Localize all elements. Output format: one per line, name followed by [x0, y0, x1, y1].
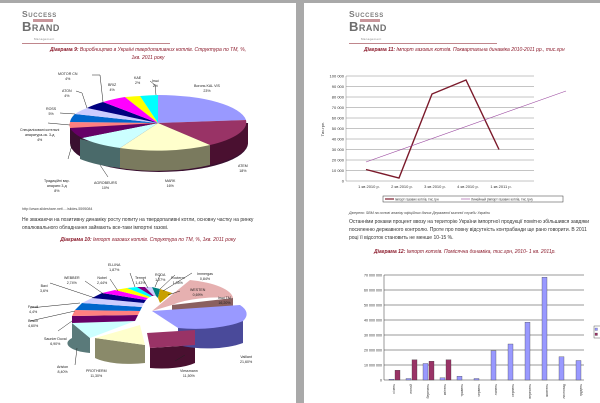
- logo-bar: [33, 19, 53, 22]
- pie2-label-ellina: ELLINA 1,87%: [108, 263, 121, 272]
- svg-text:10 000: 10 000: [332, 168, 345, 173]
- svg-text:50 000: 50 000: [332, 126, 345, 131]
- diagram-9-caption-line2: 1кв. 2011 року: [131, 55, 165, 61]
- svg-text:0: 0: [342, 179, 345, 184]
- svg-text:20 000: 20 000: [332, 158, 345, 163]
- success-brand-logo-right: Success Brand Management: [349, 9, 399, 41]
- pie1-label-agro: AGROBEURS 10%: [94, 181, 117, 190]
- logo-line2: Brand: [22, 19, 60, 34]
- paragraph-import-growth: Останніми роками процент ввозу на терито…: [349, 219, 590, 241]
- svg-text:10 000 000: 10 000 000: [364, 364, 382, 368]
- pie1-label-motor: MOTOR CN 4%: [58, 72, 78, 81]
- pie2-label-roda: RODA 1,27%: [155, 273, 166, 282]
- pie1-label-aton: ATON 4%: [62, 89, 72, 98]
- svg-text:30 000 000: 30 000 000: [364, 334, 382, 338]
- svg-text:червень: червень: [477, 384, 481, 397]
- logo-line1: Success: [349, 9, 384, 19]
- logo-line1: Success: [22, 9, 57, 19]
- pie1-label-other: Інші 2%: [152, 79, 159, 88]
- pie2-label-immergas: Immergas 0,84%: [197, 272, 213, 281]
- pie1-label-kae: KAE 2%: [134, 76, 142, 85]
- svg-text:травень: травень: [460, 384, 464, 397]
- source-url[interactable]: http://www.slideshare.net/..../slides-55…: [22, 207, 93, 211]
- pie2-label-saunier: Saunier Duval 6,90%: [44, 337, 67, 346]
- svg-text:3 кв 2010 р.: 3 кв 2010 р.: [424, 184, 446, 189]
- pie1-label-vogon: Вогонь KAL VIS 23%: [194, 84, 220, 93]
- pie2-label-baxi: Baxi 3,6%: [40, 284, 49, 293]
- pie2-label-rocterm: Rocterm 1,05%: [171, 276, 185, 285]
- bar-chart-monthly-import: 70 000 000 60 000 000 50 000 000 40 000 …: [364, 274, 600, 399]
- svg-text:50 000 000: 50 000 000: [364, 304, 382, 308]
- svg-text:жовтень: жовтень: [545, 384, 549, 397]
- svg-text:80 000: 80 000: [332, 95, 345, 100]
- svg-text:Імпорт газових котлів, тис.грн: Імпорт газових котлів, тис.грн: [395, 198, 439, 202]
- svg-text:70 000 000: 70 000 000: [364, 274, 382, 278]
- source-note: Джерело: SBM на основі аналізу офіційних…: [349, 211, 491, 215]
- pie2-label-ferroli: Ferroli 4,4%: [28, 305, 39, 314]
- line-chart-quarterly-import: 100 000 90 000 80 000 70 000 60 000 50 0…: [320, 74, 567, 203]
- diagram-11-caption: Діаграма 11: Імпорт газових котлів. Покв…: [364, 47, 565, 53]
- pie1-label-trad: Традиційні вар. апарати 3-д 8%: [44, 179, 70, 193]
- pie-chart-import-brands: [29, 272, 247, 369]
- diagram-12-caption: Діаграма 12: Імпорт котлів. Помісячна ди…: [374, 249, 556, 255]
- pie2-label-vaillant: Vaillant 21,60%: [240, 355, 253, 364]
- logo-line2: Brand: [349, 19, 387, 34]
- paragraph-import-share: Не зважаючи на позитивну динаміку росту …: [22, 217, 254, 231]
- pie2-label-westen: WESTEN 0,69%: [190, 288, 206, 297]
- header-divider: [349, 43, 497, 44]
- svg-text:60 000 000: 60 000 000: [364, 289, 382, 293]
- svg-text:90 000: 90 000: [332, 84, 345, 89]
- svg-text:листопад: листопад: [562, 384, 566, 399]
- svg-text:Тис.грн.: Тис.грн.: [320, 122, 325, 137]
- svg-text:1 кв 2010 р.: 1 кв 2010 р.: [358, 184, 380, 189]
- svg-text:30 000: 30 000: [332, 147, 345, 152]
- logo-line3: Management: [361, 37, 382, 41]
- svg-text:0: 0: [380, 379, 382, 383]
- svg-text:1 кв 2011 р.: 1 кв 2011 р.: [490, 184, 511, 189]
- svg-text:70 000: 70 000: [332, 105, 345, 110]
- svg-text:березень: березень: [426, 384, 430, 399]
- pie2-label-bosch: Bosch 4,60%: [28, 319, 39, 328]
- diagram-10-caption: Діаграма 10: Імпорт газових котлів. Стру…: [60, 237, 236, 243]
- svg-text:60 000: 60 000: [332, 116, 345, 121]
- logo-bar: [360, 19, 380, 22]
- svg-text:100 000: 100 000: [330, 74, 345, 79]
- pie2-label-viessmann: Viessmann 11,50%: [180, 369, 198, 378]
- svg-text:квітень: квітень: [443, 384, 447, 395]
- pie1-label-spec: Спеціалізовані котельні апаратура-ок. 3-д…: [20, 128, 60, 142]
- pie2-label-nobel: Nobel 2,44%: [97, 276, 108, 285]
- pie1-label-briz: BRIZ 4%: [108, 83, 117, 92]
- logo-line3: Management: [34, 37, 55, 41]
- pie2-label-protherm: PROTHERM 11,30%: [86, 369, 107, 378]
- svg-text:грудень: грудень: [579, 384, 583, 396]
- document-page-right: Success Brand Management Діаграма 11: Ім…: [304, 3, 600, 403]
- svg-text:40 000: 40 000: [332, 137, 345, 142]
- pie2-label-other: Інші ТМ 16,20%: [218, 296, 231, 305]
- pie2-label-termet: Termet 1,43%: [135, 276, 146, 285]
- header-divider: [22, 43, 170, 44]
- pie2-label-ariston: Ariston 8,40%: [57, 365, 69, 374]
- svg-text:4 кв 2010 р.: 4 кв 2010 р.: [457, 184, 479, 189]
- pie2-label-webber: WEBBER 2,74%: [64, 276, 80, 285]
- svg-text:січень: січень: [392, 384, 396, 394]
- pie1-label-ross: ROSS 5%: [46, 107, 57, 116]
- svg-text:серпень: серпень: [511, 384, 515, 397]
- svg-text:20 000 000: 20 000 000: [364, 349, 382, 353]
- diagram-9-caption: Діаграма 9: Виробництво в Україні твердо…: [49, 47, 247, 53]
- svg-text:40 000 000: 40 000 000: [364, 319, 382, 323]
- svg-text:Линейный (Імпорт газових котлі: Линейный (Імпорт газових котлів, тис.грн…: [471, 198, 533, 202]
- svg-text:липень: липень: [494, 384, 498, 395]
- pie-chart-production: [47, 74, 248, 178]
- success-brand-logo: Success Brand Management: [22, 9, 72, 41]
- svg-text:вересень: вересень: [528, 384, 532, 399]
- pie1-label-mark: MARK 16%: [165, 179, 176, 188]
- svg-text:2 кв 2010 р.: 2 кв 2010 р.: [391, 184, 413, 189]
- document-page-left: Success Brand Management Діаграма 9: Вир…: [0, 3, 296, 403]
- svg-text:лютий: лютий: [409, 384, 413, 394]
- pie1-label-atem: ATEM 18%: [238, 164, 248, 173]
